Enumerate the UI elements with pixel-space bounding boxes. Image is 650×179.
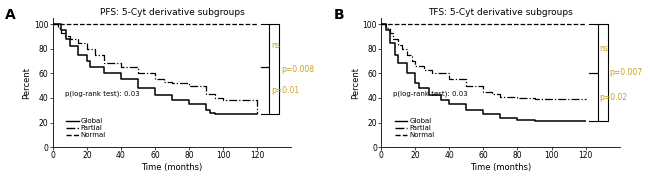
Text: p=0.007: p=0.007 [610, 68, 643, 77]
Title: TFS: 5-Cyt derivative subgroups: TFS: 5-Cyt derivative subgroups [428, 8, 573, 17]
Text: A: A [5, 8, 16, 22]
Text: p(log-rank test): 0.03: p(log-rank test): 0.03 [64, 90, 139, 97]
Y-axis label: Percent: Percent [22, 67, 31, 99]
Text: ns: ns [599, 44, 608, 53]
Text: ns: ns [271, 41, 280, 50]
Legend: Global, Partial, Normal: Global, Partial, Normal [63, 115, 109, 141]
Legend: Global, Partial, Normal: Global, Partial, Normal [392, 115, 437, 141]
X-axis label: Time (months): Time (months) [142, 163, 203, 172]
Title: PFS: 5-Cyt derivative subgroups: PFS: 5-Cyt derivative subgroups [99, 8, 244, 17]
Text: p=0.008: p=0.008 [281, 64, 314, 74]
Text: B: B [333, 8, 344, 22]
X-axis label: Time (months): Time (months) [470, 163, 531, 172]
Y-axis label: Percent: Percent [351, 67, 359, 99]
Text: p(log-rank test): 0.03: p(log-rank test): 0.03 [393, 90, 468, 97]
Text: p=0.01: p=0.01 [271, 86, 299, 95]
Text: p=0.02: p=0.02 [599, 93, 627, 102]
